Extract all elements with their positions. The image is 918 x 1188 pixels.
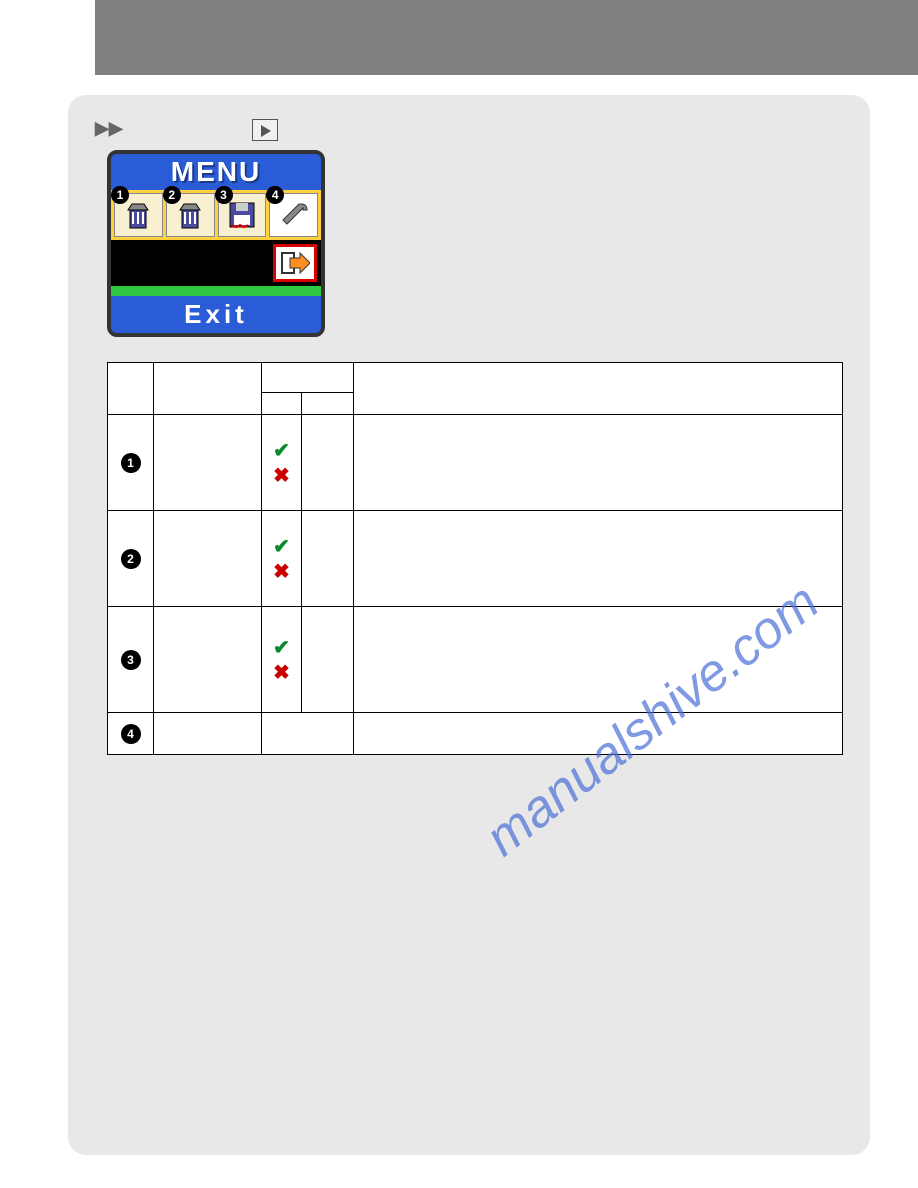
- floppy-icon: [228, 201, 256, 229]
- play-button-icon: [252, 119, 278, 141]
- th-option: [262, 393, 302, 415]
- x-icon: ✖: [262, 660, 301, 685]
- row-number: 1: [108, 415, 154, 511]
- row-options: ✔ ✖: [262, 511, 302, 607]
- menu-screenshot: MENU 1 2 3: [107, 150, 325, 337]
- row-item: [154, 415, 262, 511]
- menu-icon-delete-all: 2: [166, 193, 215, 237]
- row-number: 4: [108, 713, 154, 755]
- green-bar: [111, 286, 321, 296]
- row-options: ✔ ✖: [262, 415, 302, 511]
- th-default: [302, 393, 354, 415]
- th-option-group: [262, 363, 354, 393]
- options-table: 1 ✔ ✖ 2 ✔ ✖ 3 ✔ ✖ 4: [107, 362, 843, 755]
- th-item: [154, 363, 262, 415]
- row-default: [302, 607, 354, 713]
- menu-icon-setup: 4: [269, 193, 318, 237]
- table-row: 2 ✔ ✖: [108, 511, 843, 607]
- row-number: 3: [108, 607, 154, 713]
- row-item: [154, 607, 262, 713]
- badge-2: 2: [163, 186, 181, 204]
- table-row: 4: [108, 713, 843, 755]
- row-desc: [354, 713, 843, 755]
- wrench-icon: [279, 200, 309, 230]
- menu-icon-delete-one: 1: [114, 193, 163, 237]
- row-desc: [354, 607, 843, 713]
- row-desc: [354, 511, 843, 607]
- badge-1: 1: [111, 186, 129, 204]
- th-number: [108, 363, 154, 415]
- row-default: [302, 415, 354, 511]
- fast-forward-icon: ▶▶: [95, 118, 123, 138]
- th-description: [354, 363, 843, 415]
- check-icon: ✔: [262, 534, 301, 559]
- row-default: [302, 511, 354, 607]
- menu-icon-row: 1 2 3: [111, 190, 321, 240]
- x-icon: ✖: [262, 559, 301, 584]
- instruction-row: ▶▶: [95, 118, 278, 141]
- header-left-gap: [0, 0, 95, 75]
- row-item: [154, 713, 262, 755]
- row-options: [262, 713, 354, 755]
- check-icon: ✔: [262, 635, 301, 660]
- exit-row: [111, 240, 321, 286]
- row-item: [154, 511, 262, 607]
- exit-label: Exit: [111, 296, 321, 333]
- row-options: ✔ ✖: [262, 607, 302, 713]
- x-icon: ✖: [262, 463, 301, 488]
- check-icon: ✔: [262, 438, 301, 463]
- trash-icon: [124, 200, 152, 230]
- menu-title: MENU: [111, 154, 321, 190]
- row-desc: [354, 415, 843, 511]
- menu-icon-format: 3: [218, 193, 267, 237]
- exit-icon: [273, 244, 317, 282]
- header-bar: [0, 0, 918, 75]
- table-row: 1 ✔ ✖: [108, 415, 843, 511]
- badge-3: 3: [215, 186, 233, 204]
- row-number: 2: [108, 511, 154, 607]
- trash-all-icon: [176, 200, 204, 230]
- table-row: 3 ✔ ✖: [108, 607, 843, 713]
